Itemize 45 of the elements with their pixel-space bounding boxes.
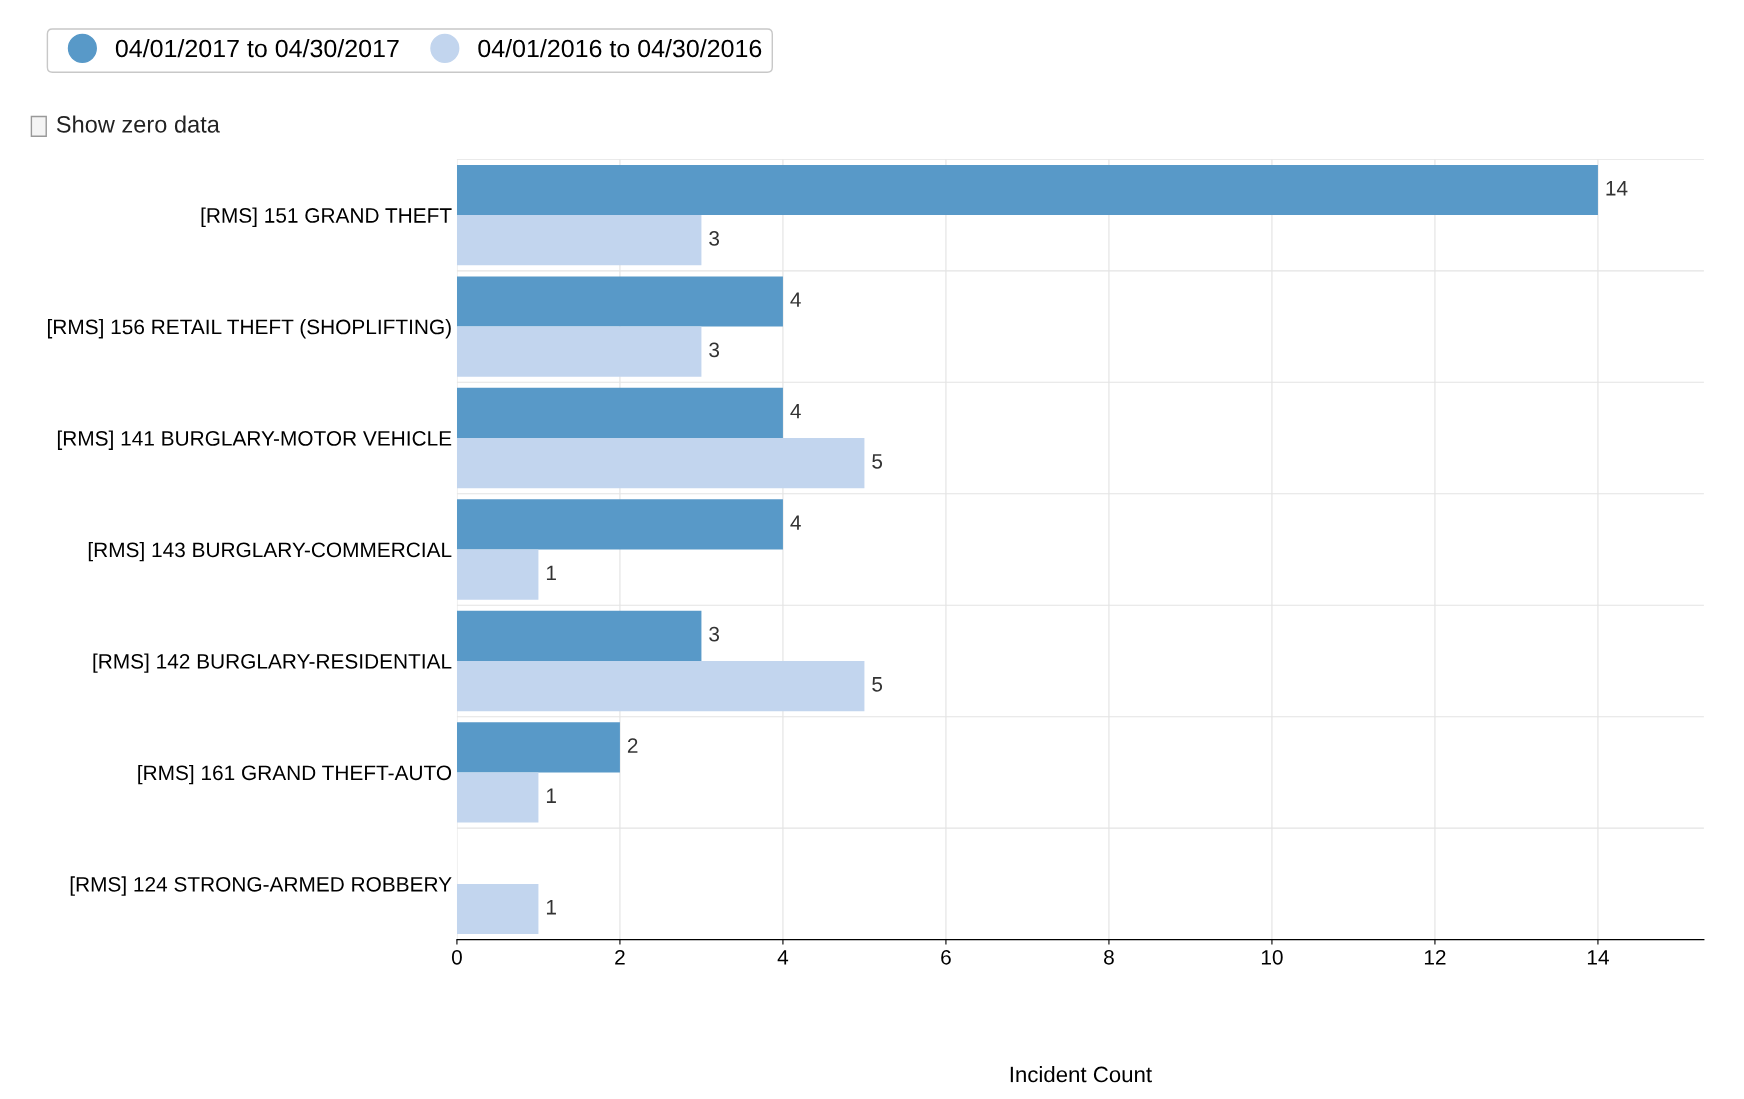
data-label: 4 (790, 515, 801, 530)
bar (456, 387, 783, 439)
legend-label: 04/01/2017 to 04/30/2017 (115, 38, 399, 58)
bar (456, 499, 783, 550)
y-tick-label: [RMS] 142 BURGLARY-RESIDENTIAL (93, 653, 452, 673)
data-label: 1 (546, 565, 556, 580)
data-label: 5 (872, 454, 883, 469)
bar (456, 164, 1598, 216)
bar (456, 772, 539, 823)
bar (456, 438, 865, 489)
bar (456, 326, 702, 377)
x-axis-title: Incident Count (1010, 1066, 1152, 1083)
legend-label: 04/01/2016 to 04/30/2016 (478, 38, 762, 58)
text: Show zero data (56, 115, 220, 133)
bar (456, 276, 783, 327)
data-label: 5 (872, 677, 883, 692)
bar (456, 722, 620, 773)
x-tick-label: 12 (1424, 949, 1446, 965)
data-label: 3 (709, 231, 720, 246)
x-tick-label: 8 (1104, 949, 1114, 965)
x-tick-label: 10 (1261, 949, 1283, 965)
bar (456, 549, 539, 600)
bar (456, 883, 539, 935)
bar (456, 610, 702, 661)
y-tick-label: [RMS] 156 RETAIL THEFT (SHOPLIFTING) (47, 319, 451, 339)
x-tick-label: 14 (1587, 950, 1609, 965)
data-label: 4 (790, 292, 801, 307)
data-label: 4 (790, 404, 801, 419)
y-tick-label: [RMS] 151 GRAND THEFT (201, 207, 452, 227)
x-tick-label: 6 (941, 949, 951, 965)
data-label: 3 (709, 342, 720, 358)
data-label: 14 (1606, 181, 1628, 196)
y-tick-label: [RMS] 124 STRONG-ARMED ROBBERY (70, 876, 452, 896)
x-tick-label: 4 (777, 950, 789, 965)
data-label: 1 (546, 788, 556, 803)
bar (456, 215, 702, 266)
y-tick-label: [RMS] 141 BURGLARY-MOTOR VEHICLE (57, 430, 452, 450)
data-label: 1 (546, 900, 556, 915)
y-tick-label: [RMS] 143 BURGLARY-COMMERCIAL (88, 541, 452, 562)
y-tick-label: [RMS] 161 GRAND THEFT-AUTO (138, 764, 452, 785)
bar (456, 660, 865, 712)
x-tick-label: 0 (451, 949, 462, 965)
data-label: 2 (627, 738, 638, 753)
x-tick-label: 2 (615, 949, 625, 965)
data-label: 3 (709, 626, 720, 642)
